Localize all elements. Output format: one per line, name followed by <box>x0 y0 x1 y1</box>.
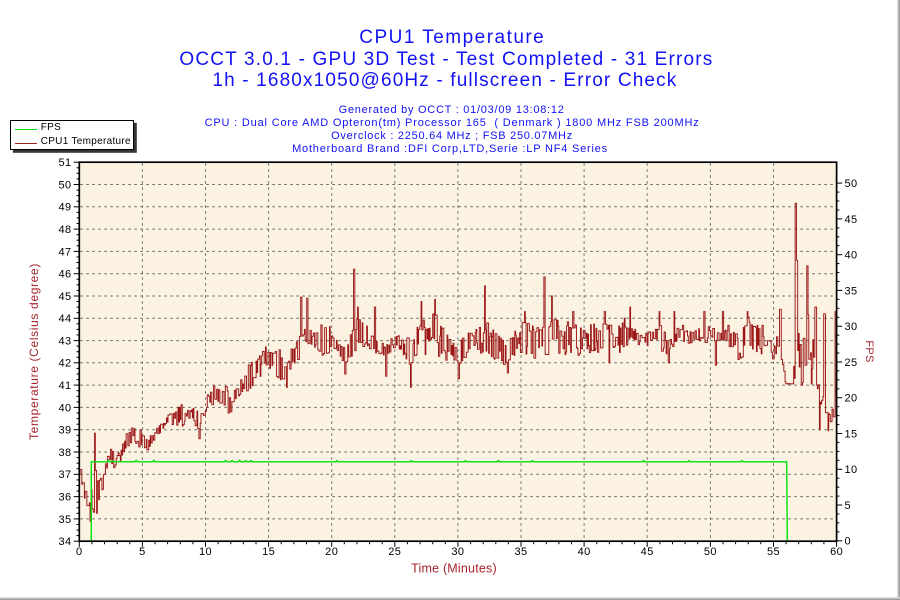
svg-text:Temperature (Celsius degree): Temperature (Celsius degree) <box>27 263 41 440</box>
svg-text:35: 35 <box>845 285 858 297</box>
svg-text:42: 42 <box>58 358 71 370</box>
svg-text:39: 39 <box>58 425 71 437</box>
svg-text:47: 47 <box>58 246 71 258</box>
svg-text:5: 5 <box>139 546 146 558</box>
svg-text:41: 41 <box>58 380 71 392</box>
svg-text:40: 40 <box>845 250 858 262</box>
svg-text:10: 10 <box>845 464 858 476</box>
svg-text:30: 30 <box>845 321 858 333</box>
svg-text:25: 25 <box>388 546 401 558</box>
svg-text:50: 50 <box>704 546 717 558</box>
svg-text:37: 37 <box>58 469 71 481</box>
svg-text:48: 48 <box>58 224 71 236</box>
svg-text:49: 49 <box>58 202 71 214</box>
svg-text:51: 51 <box>58 157 71 169</box>
svg-text:60: 60 <box>830 546 843 558</box>
svg-text:45: 45 <box>845 214 858 226</box>
svg-text:30: 30 <box>451 546 464 558</box>
svg-text:45: 45 <box>58 291 71 303</box>
svg-text:40: 40 <box>58 402 71 414</box>
svg-text:35: 35 <box>58 514 71 526</box>
svg-text:25: 25 <box>845 357 858 369</box>
svg-text:15: 15 <box>262 546 275 558</box>
svg-text:0: 0 <box>845 536 852 548</box>
svg-text:38: 38 <box>58 447 71 459</box>
svg-text:FPS: FPS <box>863 340 875 362</box>
svg-text:10: 10 <box>199 546 212 558</box>
svg-text:44: 44 <box>58 313 71 325</box>
svg-text:43: 43 <box>58 336 71 348</box>
svg-text:36: 36 <box>58 492 71 504</box>
svg-text:50: 50 <box>845 178 858 190</box>
svg-text:35: 35 <box>514 546 527 558</box>
svg-text:40: 40 <box>578 546 591 558</box>
svg-text:55: 55 <box>767 546 780 558</box>
svg-text:0: 0 <box>76 546 83 558</box>
svg-text:Time (Minutes): Time (Minutes) <box>411 562 497 576</box>
svg-text:15: 15 <box>845 428 858 440</box>
svg-text:34: 34 <box>58 536 71 548</box>
svg-text:45: 45 <box>641 546 654 558</box>
svg-text:20: 20 <box>325 546 338 558</box>
svg-text:5: 5 <box>845 500 852 512</box>
svg-text:20: 20 <box>845 393 858 405</box>
svg-text:46: 46 <box>58 269 71 281</box>
svg-text:50: 50 <box>58 179 71 191</box>
